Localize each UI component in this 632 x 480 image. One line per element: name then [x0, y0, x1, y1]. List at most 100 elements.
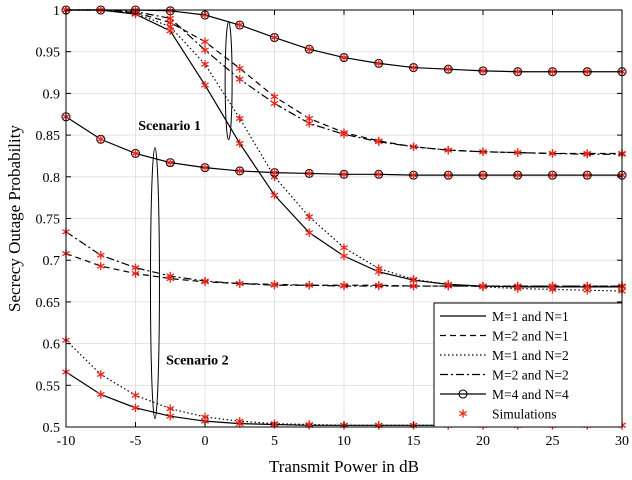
scenario-ellipses	[149, 21, 233, 420]
simulation-marker	[583, 67, 592, 76]
y-tick-label: 0.55	[36, 379, 61, 394]
y-axis-label: Secrecy Outage Probability	[5, 125, 24, 312]
legend-label-1: M=1 and N=1	[492, 309, 569, 324]
plot-frame	[65, 9, 623, 428]
simulation-marker	[131, 149, 140, 158]
simulation-marker	[201, 80, 209, 90]
simulation-marker	[444, 170, 453, 180]
simulation-marker	[305, 44, 314, 54]
simulation-marker	[513, 67, 522, 76]
simulation-marker	[235, 416, 244, 426]
simulation-marker	[270, 168, 279, 177]
simulation-marker	[270, 99, 279, 108]
simulation-marker	[305, 212, 314, 222]
simulation-marker	[270, 281, 279, 290]
simulation-marker	[201, 412, 209, 422]
annotation-scenario-1: Scenario 1	[138, 119, 201, 134]
simulation-marker	[548, 149, 557, 158]
simulation-marker	[235, 166, 244, 176]
simulation-marker	[409, 63, 418, 72]
simulation-marker	[479, 147, 487, 156]
simulation-marker	[96, 370, 105, 379]
x-axis-label: Transmit Power in dB	[269, 457, 419, 476]
simulation-marker	[235, 75, 244, 84]
y-tick-label: 0.85	[36, 129, 61, 144]
x-tick-label: 0	[202, 434, 209, 449]
y-tick-label: 0.5	[43, 421, 61, 436]
simulation-marker	[235, 279, 244, 288]
y-tick-label: 1	[53, 4, 60, 19]
simulation-marker	[583, 170, 592, 180]
simulation-marker	[166, 404, 175, 413]
simulation-marker	[444, 281, 453, 291]
x-tick-label: 25	[546, 434, 560, 449]
legend-label-6: Simulations	[492, 407, 557, 422]
simulation-marker	[166, 158, 175, 167]
simulation-marker	[548, 281, 557, 291]
simulation-marker	[166, 14, 175, 23]
axis-ticks: -10 -5 0 5 10 15 20 25 30 0.5 0.55 0.6 0.65 0.7 0.75 0.…	[36, 4, 630, 449]
simulation-marker	[96, 261, 105, 271]
simulation-marker	[409, 170, 418, 180]
simulation-marker	[235, 64, 244, 73]
simulation-marker	[201, 60, 209, 69]
simulation-marker	[409, 281, 418, 291]
legend-label-3: M=1 and N=2	[492, 348, 569, 363]
simulation-marker	[374, 170, 383, 179]
simulation-marker	[409, 142, 418, 151]
simulation-marker	[513, 170, 522, 180]
simulation-marker	[131, 403, 140, 413]
simulation-marker	[96, 250, 105, 260]
simulation-marker	[340, 251, 348, 261]
legend-label-2: M=2 and N=1	[492, 329, 569, 344]
x-tick-label: -5	[130, 434, 142, 449]
simulation-marker	[270, 33, 279, 42]
simulation-marker	[374, 59, 383, 68]
simulation-marker	[513, 148, 522, 157]
simulation-marker	[201, 45, 209, 55]
simulation-marker	[444, 65, 453, 74]
simulation-marker	[201, 37, 209, 46]
simulation-marker	[201, 276, 209, 286]
simulation-marker	[479, 170, 487, 180]
simulation-marker	[374, 264, 383, 273]
y-tick-label: 0.95	[36, 46, 61, 61]
simulation-marker	[479, 66, 487, 76]
simulation-marker	[166, 271, 175, 281]
simulation-marker	[340, 53, 348, 62]
simulation-marker	[305, 228, 314, 237]
simulation-marker	[235, 114, 244, 123]
simulation-marker	[305, 169, 314, 178]
simulation-marker	[548, 170, 557, 180]
simulation-marker	[340, 130, 348, 139]
y-tick-label: 0.65	[36, 296, 61, 311]
simulation-marker	[374, 281, 383, 291]
y-tick-label: 0.75	[36, 213, 61, 228]
x-tick-label: 5	[271, 434, 278, 449]
simulation-marker	[444, 145, 453, 155]
simulation-marker	[305, 119, 314, 128]
simulation-marker	[96, 390, 105, 399]
simulation-marker	[305, 281, 314, 290]
simulation-marker	[166, 411, 175, 421]
simulation-marker	[235, 139, 244, 148]
simulation-marker	[270, 190, 279, 200]
scenario-2-ellipse	[149, 147, 160, 420]
x-tick-label: -10	[57, 434, 76, 449]
legend-box	[433, 302, 623, 428]
y-tick-label: 0.9	[43, 87, 61, 102]
y-tick-label: 0.6	[43, 338, 61, 353]
simulation-marker	[340, 281, 348, 291]
simulation-marker	[166, 6, 175, 16]
simulation-marker	[340, 170, 348, 179]
legend-marker-circle	[458, 389, 468, 399]
legend: M=1 and N=1 M=2 and N=1 M=1 and N=2 M=2 and…	[433, 302, 623, 428]
scenario-1-ellipse	[224, 21, 233, 141]
legend-label-4: M=2 and N=2	[492, 368, 569, 383]
simulation-marker	[479, 281, 487, 291]
x-tick-label: 10	[337, 434, 351, 449]
y-tick-label: 0.7	[43, 254, 61, 269]
legend-marker-asterisk	[459, 409, 467, 418]
legend-label-5: M=4 and N=4	[492, 387, 569, 402]
